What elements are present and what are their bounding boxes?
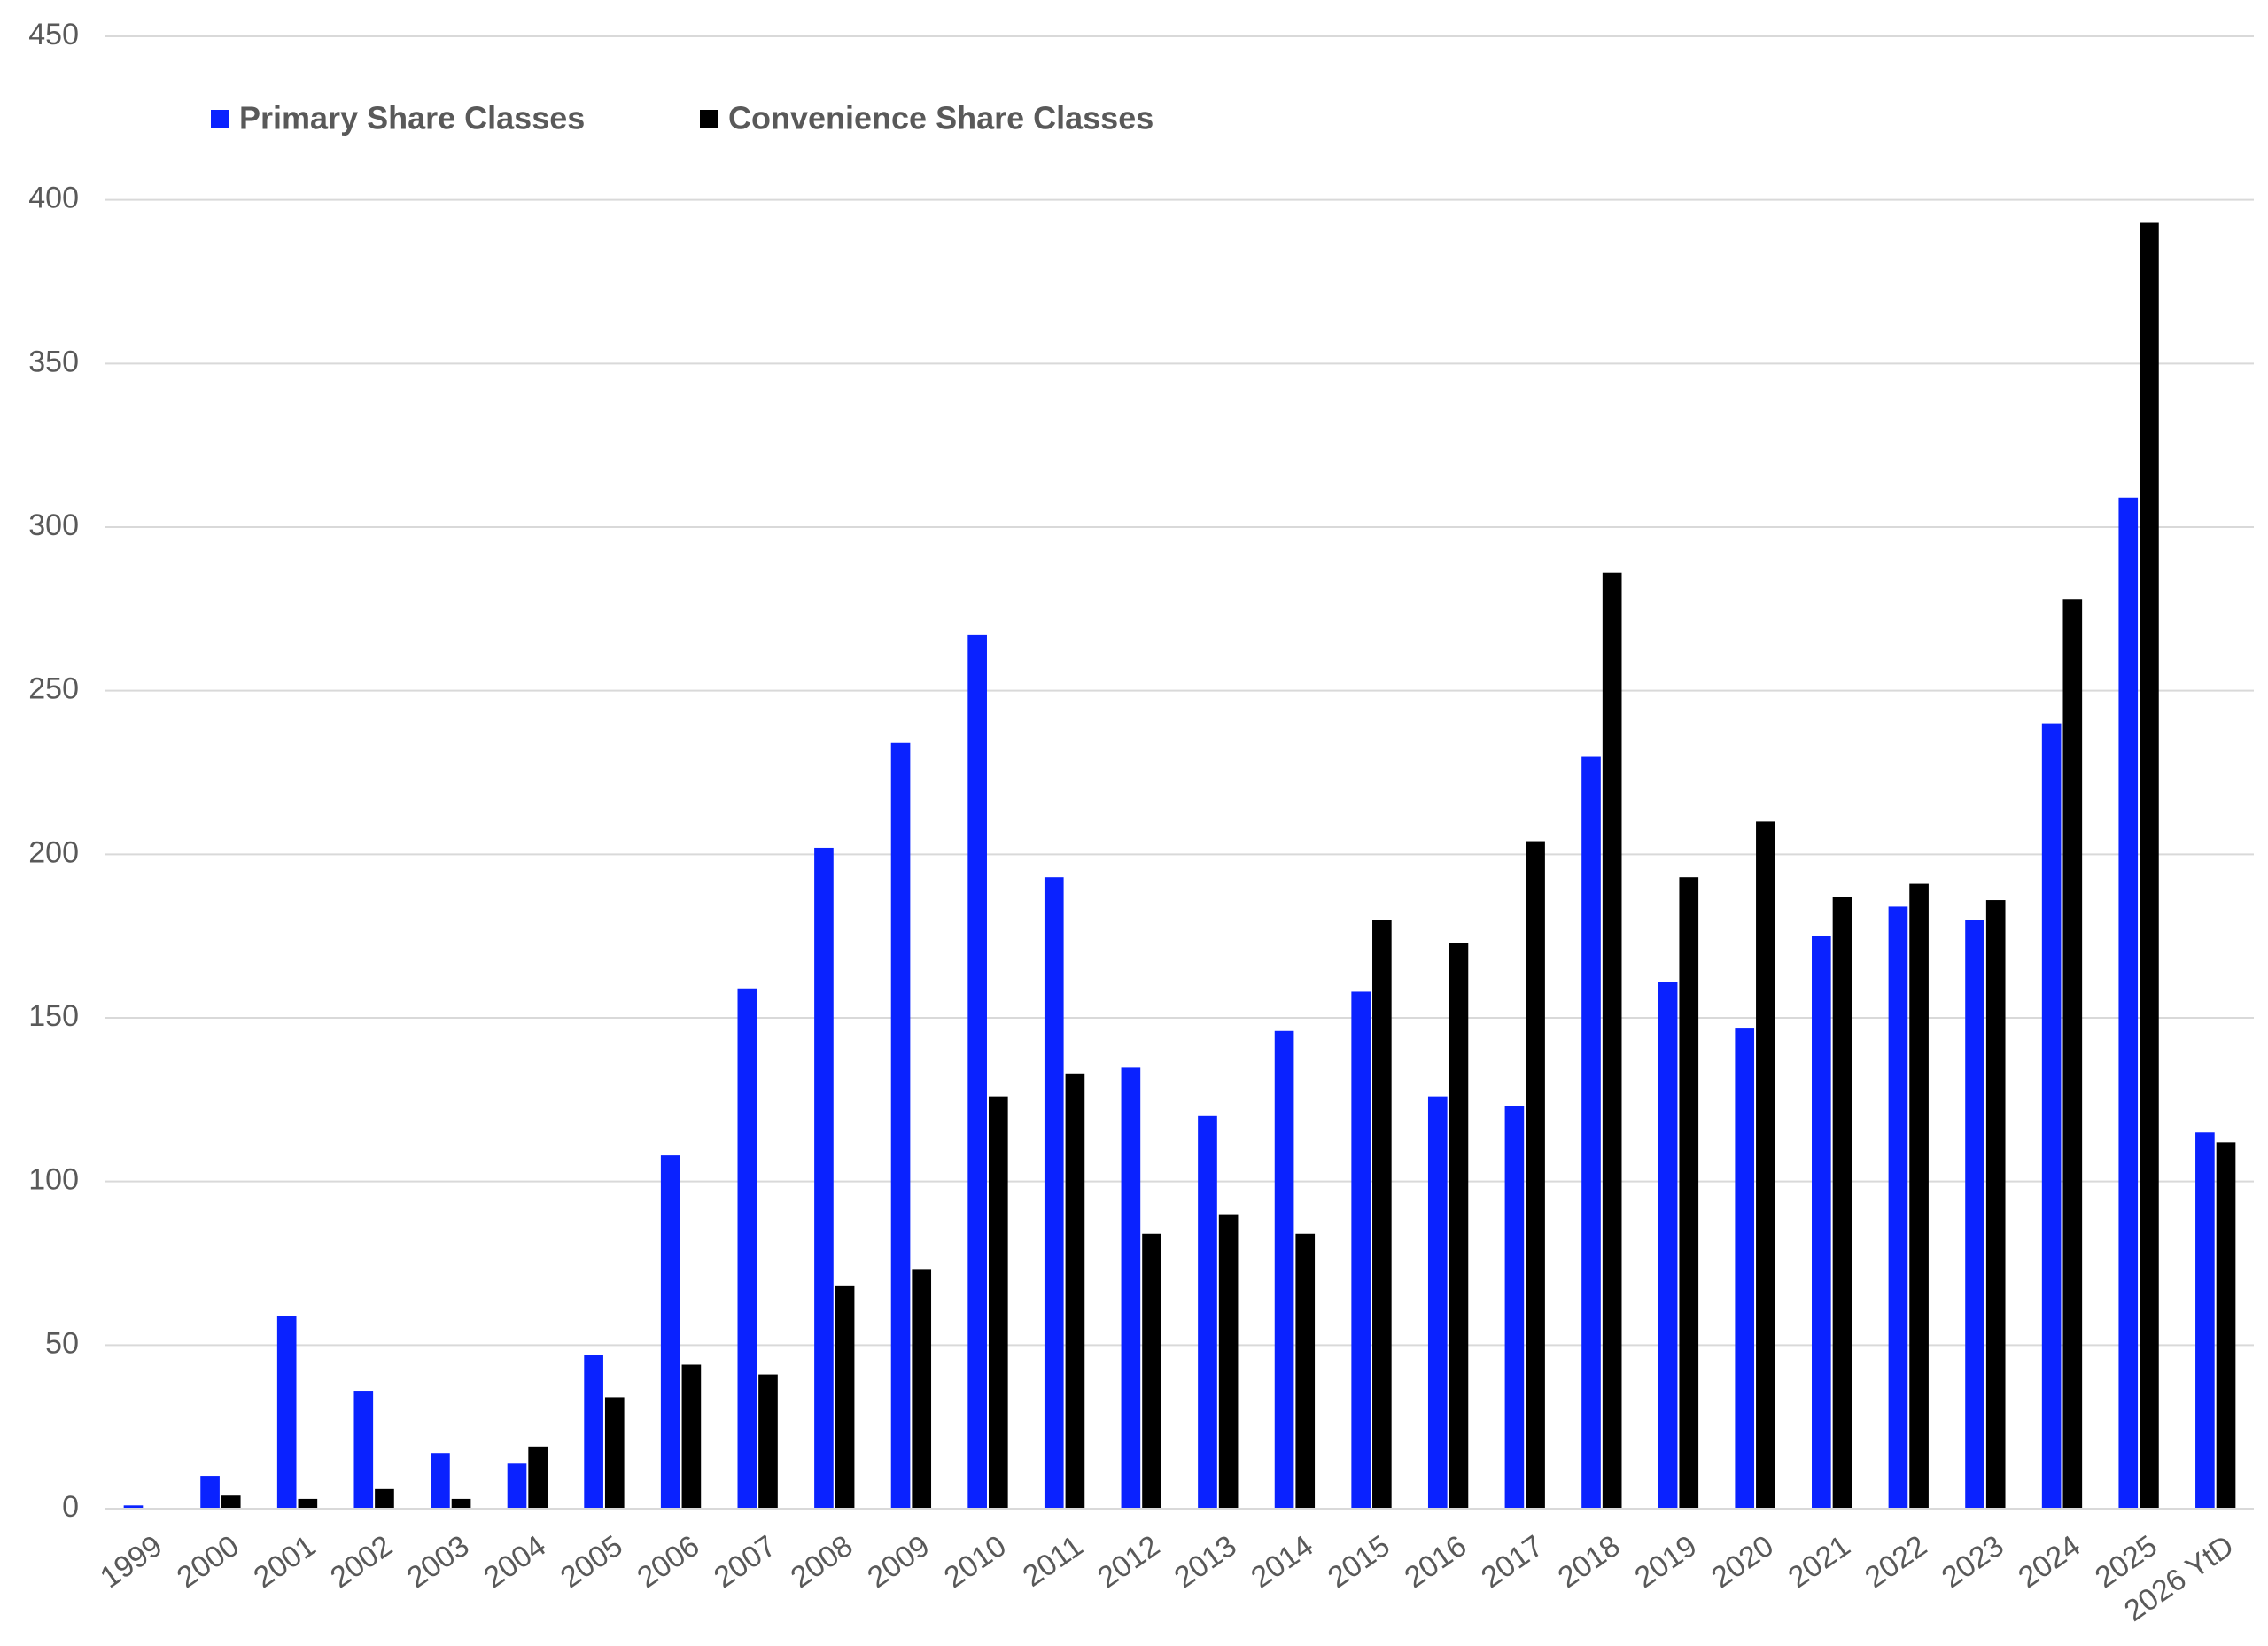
bar — [835, 1285, 855, 1509]
x-tick-label: 2010 — [938, 1529, 1013, 1596]
y-tick-label: 250 — [28, 672, 79, 706]
bar — [584, 1355, 603, 1509]
bar — [1888, 906, 1908, 1509]
bar — [1679, 877, 1699, 1509]
bar — [1449, 943, 1469, 1509]
bar — [967, 634, 987, 1509]
x-tick-label: 2021 — [1783, 1529, 1857, 1596]
bar — [1121, 1067, 1141, 1509]
legend-label: Primary Share Classes — [239, 100, 585, 136]
bar — [604, 1397, 625, 1509]
bar — [2062, 599, 2083, 1509]
bar — [1581, 756, 1601, 1509]
x-tick-label: 2007 — [708, 1529, 782, 1596]
x-tick-label: 2015 — [1322, 1529, 1396, 1596]
bar — [298, 1498, 318, 1509]
bar — [375, 1488, 394, 1509]
bar — [2216, 1142, 2236, 1509]
bar — [1372, 920, 1392, 1509]
x-tick-label: 2022 — [1859, 1529, 1933, 1596]
x-tick-label: 2003 — [401, 1529, 476, 1596]
bar — [2041, 723, 2062, 1509]
bar — [758, 1374, 778, 1509]
bar — [200, 1476, 220, 1509]
x-tick-label: 2012 — [1091, 1529, 1166, 1596]
bar — [1427, 1096, 1448, 1509]
y-tick-label: 400 — [28, 182, 79, 215]
legend-swatch — [211, 110, 229, 128]
bar — [2195, 1132, 2215, 1509]
bar — [451, 1498, 471, 1509]
y-tick-label: 50 — [45, 1326, 79, 1360]
bar — [1295, 1233, 1316, 1509]
bar — [1812, 936, 1831, 1509]
bar — [1735, 1028, 1755, 1509]
x-tick-label: 2004 — [478, 1529, 552, 1596]
x-tick-label: 2005 — [555, 1529, 629, 1596]
bar — [276, 1316, 297, 1509]
bar — [814, 847, 834, 1509]
bar — [1602, 572, 1622, 1509]
bar — [221, 1495, 241, 1509]
x-tick-label: 2013 — [1169, 1529, 1243, 1596]
y-tick-label: 200 — [28, 835, 79, 869]
bar — [1044, 877, 1064, 1509]
bar — [1198, 1115, 1217, 1509]
bar — [431, 1453, 450, 1509]
bar — [1274, 1030, 1294, 1509]
bar — [1065, 1073, 1085, 1509]
bar — [1504, 1106, 1525, 1509]
legend-swatch — [700, 110, 718, 128]
x-tick-label: 2016 — [1399, 1529, 1473, 1596]
bar — [1909, 883, 1929, 1509]
x-tick-label: 2018 — [1552, 1529, 1627, 1596]
bar — [1658, 982, 1678, 1509]
x-tick-label: 2011 — [1017, 1529, 1090, 1594]
bar — [2140, 222, 2159, 1509]
bar — [1832, 897, 1852, 1509]
x-tick-label: 2001 — [248, 1529, 322, 1596]
bar — [1218, 1214, 1239, 1509]
x-tick-label: 2023 — [1936, 1529, 2010, 1596]
x-tick-label: 2024 — [2012, 1529, 2086, 1596]
bar — [2118, 497, 2139, 1509]
bar — [1351, 991, 1371, 1509]
bar — [681, 1364, 702, 1509]
x-tick-label: 2000 — [171, 1529, 245, 1596]
x-tick-label: 2017 — [1475, 1529, 1550, 1596]
x-tick-label: 2006 — [632, 1529, 706, 1596]
bar — [1756, 821, 1775, 1509]
bar — [528, 1446, 548, 1509]
x-tick-label: 2019 — [1628, 1529, 1703, 1596]
y-tick-label: 450 — [28, 18, 79, 51]
x-tick-label: 2020 — [1705, 1529, 1780, 1596]
y-tick-label: 100 — [28, 1163, 79, 1197]
bar — [1142, 1233, 1161, 1509]
bar — [507, 1463, 527, 1509]
y-tick-label: 150 — [28, 999, 79, 1033]
x-tick-label: 2009 — [861, 1529, 936, 1596]
y-tick-label: 350 — [28, 345, 79, 378]
bar — [890, 742, 911, 1509]
bar — [660, 1155, 680, 1509]
bar — [1985, 900, 2006, 1509]
bar — [737, 988, 757, 1509]
bar — [123, 1505, 144, 1509]
bar — [912, 1269, 932, 1509]
x-tick-label: 2008 — [785, 1529, 859, 1596]
legend-label: Convenience Share Classes — [728, 100, 1153, 136]
x-tick-label: 2002 — [324, 1529, 399, 1596]
y-tick-label: 0 — [62, 1490, 79, 1524]
x-tick-label: 1999 — [94, 1529, 168, 1596]
bar — [988, 1096, 1008, 1509]
bar — [353, 1391, 374, 1509]
bar — [1526, 841, 1545, 1509]
bar — [1965, 920, 1984, 1509]
x-tick-label: 2014 — [1245, 1529, 1319, 1596]
y-tick-label: 300 — [28, 509, 79, 542]
